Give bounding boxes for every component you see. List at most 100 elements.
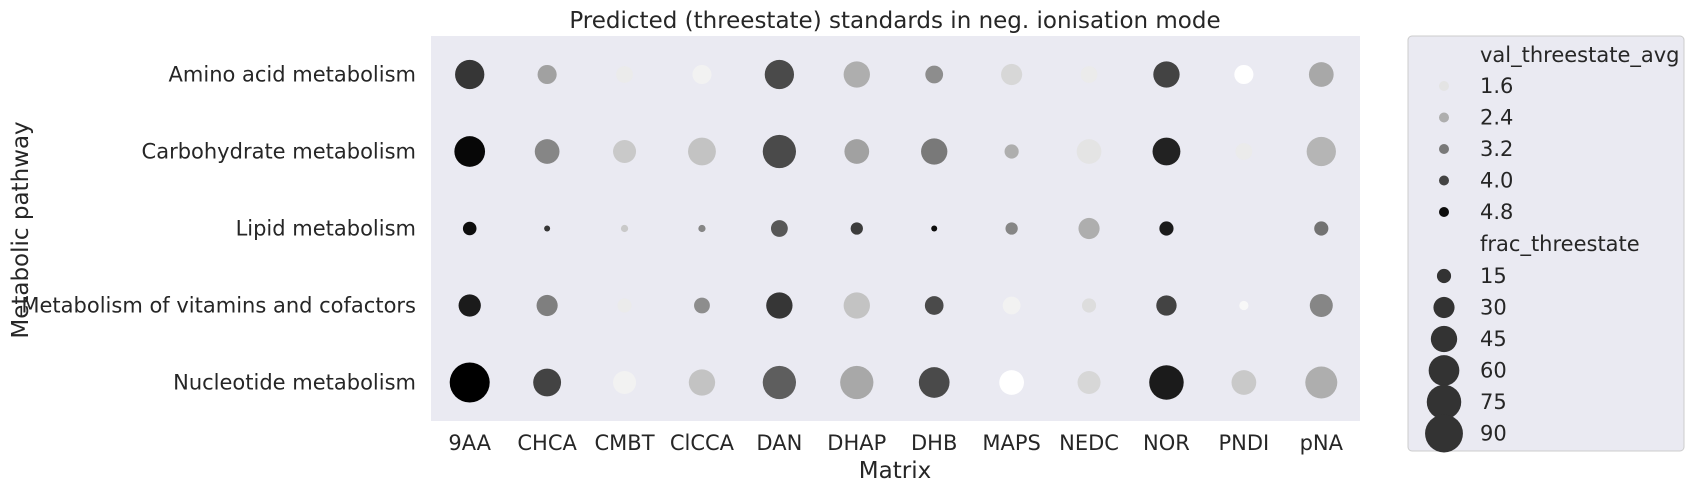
y-tick-label: Carbohydrate metabolism <box>142 140 416 164</box>
legend-hue-marker <box>1439 112 1449 123</box>
x-tick-label: DHAP <box>827 431 886 455</box>
data-point <box>458 294 481 317</box>
legend-hue-marker <box>1439 207 1449 217</box>
x-tick-label: NEDC <box>1059 431 1119 455</box>
legend-size-marker <box>1426 384 1462 420</box>
data-point <box>1001 63 1023 86</box>
data-point <box>454 136 486 167</box>
data-point <box>931 225 938 232</box>
data-point <box>770 220 788 237</box>
data-point <box>536 294 558 317</box>
data-point <box>449 362 490 403</box>
x-axis-label: Matrix <box>859 458 931 484</box>
data-point <box>617 298 632 313</box>
data-point <box>1159 221 1174 236</box>
x-tick-label: DHB <box>911 431 957 455</box>
data-point <box>1306 136 1336 167</box>
x-tick-label: NOR <box>1143 431 1190 455</box>
legend-hue-label: 1.6 <box>1480 74 1513 98</box>
data-point <box>1077 370 1101 395</box>
data-point <box>1149 365 1184 400</box>
data-point <box>924 296 944 315</box>
legend-size-label: 15 <box>1480 264 1507 288</box>
data-point <box>688 137 716 166</box>
data-point <box>1314 221 1329 236</box>
x-tick-label: CHCA <box>517 431 577 455</box>
legend-size-marker <box>1433 296 1455 319</box>
data-point <box>462 221 477 236</box>
legend-hue-label: 2.4 <box>1480 106 1513 130</box>
data-point <box>843 61 870 88</box>
legend-size-label: 45 <box>1480 327 1507 351</box>
data-point <box>1239 300 1249 311</box>
data-point <box>1005 222 1018 235</box>
chart-title: Predicted (threestate) standards in neg.… <box>569 8 1220 34</box>
legend-hue-label: 4.8 <box>1480 200 1513 224</box>
data-point <box>534 139 560 164</box>
data-point <box>1152 137 1181 166</box>
data-points <box>449 59 1338 403</box>
data-point <box>844 139 870 164</box>
legend: val_threestate_avg 1.6 2.4 3.2 4.0 4.8 frac_… <box>1407 35 1685 453</box>
y-axis-label: Metabolic pathway <box>8 121 34 338</box>
data-point <box>762 134 797 169</box>
data-point <box>921 138 948 165</box>
x-tick-label: MAPS <box>982 431 1040 455</box>
data-point <box>925 65 944 84</box>
x-tick-label: PNDI <box>1219 431 1270 455</box>
data-point <box>537 64 557 85</box>
data-point <box>613 139 637 164</box>
legend-hue-label: 4.0 <box>1480 169 1513 193</box>
data-point <box>620 224 629 233</box>
data-point <box>455 59 485 90</box>
legend-hue-marker <box>1439 175 1449 186</box>
x-tick-label: DAN <box>756 431 802 455</box>
legend-size-entries: 15 30 45 60 75 90 <box>1425 264 1507 453</box>
data-point <box>1305 366 1338 399</box>
legend-size-label: 60 <box>1480 359 1507 383</box>
x-tick-label: CMBT <box>595 431 655 455</box>
legend-size-marker <box>1430 325 1458 353</box>
data-point <box>694 297 710 314</box>
y-tick-label: Lipid metabolism <box>236 217 416 241</box>
data-point <box>616 66 633 83</box>
data-point <box>1308 62 1334 87</box>
data-point <box>764 59 795 90</box>
data-point <box>1081 298 1097 313</box>
data-point <box>918 367 950 398</box>
plot-area <box>431 36 1360 421</box>
y-tick-labels: Amino acid metabolism Carbohydrate metabo… <box>21 63 416 395</box>
x-tick-labels: 9AA CHCA CMBT ClCCA DAN DHAP DHB MAPS NEDC NOR PND… <box>448 431 1343 455</box>
data-point <box>1078 217 1100 240</box>
legend-size-marker <box>1425 414 1463 453</box>
data-point <box>999 370 1024 395</box>
data-point <box>1002 296 1021 315</box>
data-point <box>1156 295 1177 316</box>
data-point <box>762 365 797 400</box>
legend-hue-label: 3.2 <box>1480 137 1513 161</box>
data-point <box>843 292 870 319</box>
x-tick-label: ClCCA <box>670 431 735 455</box>
data-point <box>1234 64 1254 85</box>
data-point <box>766 292 793 319</box>
data-point <box>613 370 637 395</box>
data-point <box>840 365 874 400</box>
legend-size-title: frac_threestate <box>1480 232 1640 257</box>
data-point <box>1153 61 1180 88</box>
x-tick-label: pNA <box>1300 431 1344 455</box>
legend-size-label: 90 <box>1480 422 1507 446</box>
legend-hue-marker <box>1439 144 1449 154</box>
data-point <box>850 222 863 235</box>
data-point <box>1004 144 1019 159</box>
data-point <box>698 224 706 233</box>
legend-hue-marker <box>1439 81 1449 91</box>
data-point <box>1309 293 1333 318</box>
data-point <box>1076 139 1102 164</box>
y-tick-label: Nucleotide metabolism <box>173 371 416 395</box>
legend-box <box>1407 35 1685 452</box>
data-point <box>533 368 562 397</box>
x-tick-label: 9AA <box>448 431 491 455</box>
y-tick-label: Amino acid metabolism <box>169 63 416 87</box>
data-point <box>692 64 712 85</box>
